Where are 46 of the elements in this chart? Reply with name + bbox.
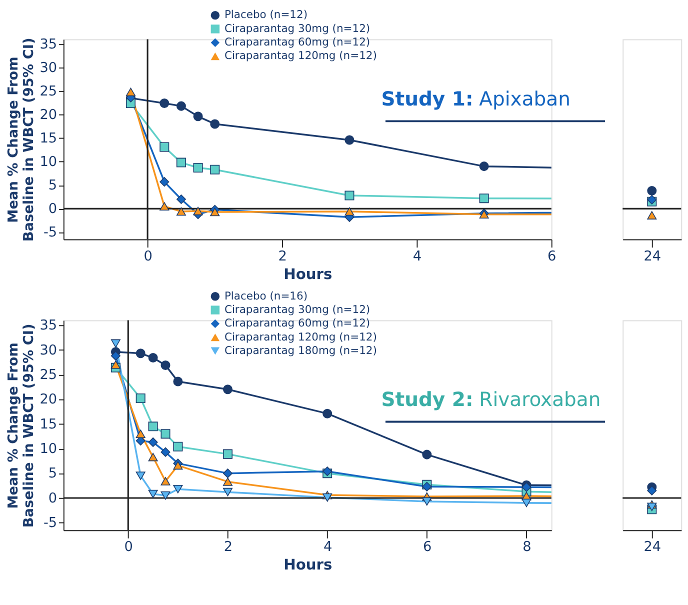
legend-label: Ciraparantag 60mg (n=12) [224, 36, 370, 49]
y-tick-label: 15 [40, 416, 58, 432]
legend-label: Placebo (n=16) [224, 289, 308, 302]
x-tick-label: 8 [522, 539, 532, 556]
y-tick-label: -5 [43, 224, 58, 241]
x-tick-label: 24 [644, 539, 662, 556]
text: Study 2: Rivaroxaban [381, 388, 601, 412]
x-tick-label: 0 [144, 248, 152, 264]
y-tick-label: 5 [48, 178, 58, 194]
y-tick-label: 15 [40, 130, 58, 146]
x-tick-label: 2 [224, 539, 233, 556]
text: Baseline in WBCT (95% CI) [20, 324, 37, 528]
y-tick-label: 35 [40, 318, 58, 334]
text: Mean % Change From [5, 342, 22, 509]
y-tick-label: 0 [48, 490, 58, 506]
text: Mean % Change From [5, 56, 22, 223]
y-tick-label: 30 [40, 60, 58, 76]
y-tick-label: 25 [40, 83, 58, 100]
y-tick-label: 35 [40, 36, 58, 52]
x-axis-title: Hours [284, 266, 332, 283]
x-tick-label: 4 [412, 248, 422, 264]
x-tick-label: 4 [323, 539, 332, 556]
legend-label: Placebo (n=12) [224, 8, 308, 22]
y-tick-label: 20 [40, 392, 58, 408]
text: Study 1: Apixaban [381, 88, 570, 111]
y-tick-label: 25 [40, 366, 58, 383]
y-tick-label: 30 [40, 342, 58, 358]
y-tick-label: 10 [40, 441, 58, 458]
x-tick-label: 6 [423, 539, 432, 556]
y-tick-label: 10 [40, 154, 58, 170]
x-tick-label: 24 [644, 248, 662, 264]
x-tick-label: 6 [548, 248, 556, 264]
y-tick-label: 20 [40, 106, 58, 123]
y-tick-label: 0 [48, 201, 58, 218]
legend-label: Ciraparantag 30mg (n=12) [224, 302, 370, 316]
x-axis-title: Hours [284, 556, 332, 574]
text: Baseline in WBCT (95% CI) [20, 38, 37, 242]
y-tick-label: -5 [43, 515, 58, 532]
y-tick-label: 5 [48, 466, 58, 482]
legend-label: Ciraparantag 60mg (n=12) [224, 316, 370, 330]
x-tick-label: 0 [124, 539, 133, 556]
x-tick-label: 2 [278, 248, 288, 264]
legend-label: Ciraparantag 120mg (n=12) [224, 49, 377, 62]
legend-label: Ciraparantag 180mg (n=12) [224, 344, 377, 357]
legend-label: Ciraparantag 120mg (n=12) [224, 330, 377, 344]
legend-label: Ciraparantag 30mg (n=12) [224, 22, 370, 35]
